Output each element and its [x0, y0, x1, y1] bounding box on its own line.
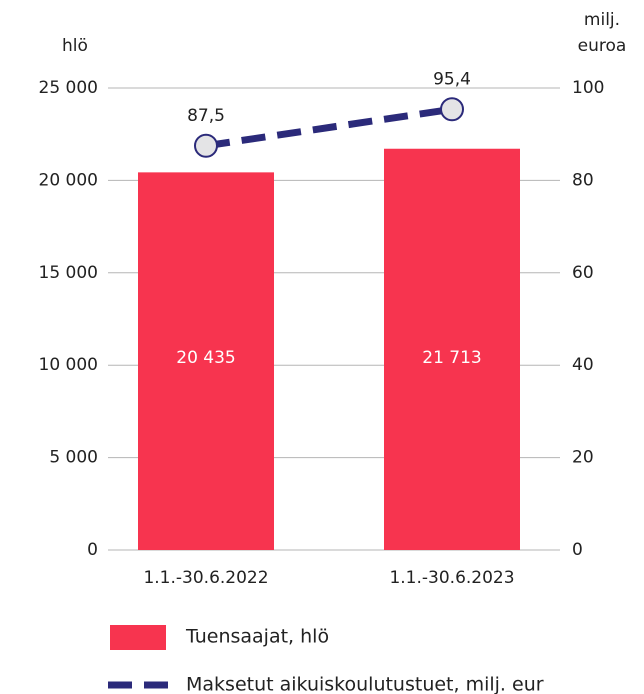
- y-tick-label: 0: [87, 540, 98, 560]
- x-tick-label: 1.1.-30.6.2023: [389, 568, 514, 588]
- line: [205, 105, 453, 150]
- y-tick-label: 15 000: [39, 263, 98, 283]
- y2-tick-label: 100: [572, 78, 604, 98]
- bar: [384, 148, 520, 550]
- data-label: 95,4: [433, 69, 471, 89]
- y2-axis-label: euroa: [578, 36, 627, 56]
- y2-tick-label: 60: [572, 263, 594, 283]
- y2-tick-label: 20: [572, 448, 594, 468]
- bar: [138, 172, 274, 550]
- data-label: 21 713: [422, 348, 481, 368]
- y-tick-label: 5 000: [49, 448, 98, 468]
- y-tick-label: 20 000: [39, 170, 98, 190]
- y2-tick-label: 0: [572, 540, 583, 560]
- y-tick-label: 10 000: [39, 355, 98, 375]
- legend-label: Tuensaajat, hlö: [185, 626, 329, 648]
- data-label: 87,5: [187, 106, 225, 126]
- y2-tick-label: 40: [572, 355, 594, 375]
- line-point: [440, 97, 464, 122]
- legend-label: Maksetut aikuiskoulutustuet, milj. eur: [186, 674, 544, 694]
- legend-swatch: [110, 625, 166, 650]
- y-axis-label: hlö: [62, 36, 88, 56]
- line-point: [194, 133, 218, 158]
- x-tick-label: 1.1.-30.6.2022: [143, 568, 268, 588]
- y2-tick-label: 80: [572, 170, 594, 190]
- y2-axis-label: milj.: [584, 10, 620, 30]
- data-label: 20 435: [176, 348, 235, 368]
- y-tick-label: 25 000: [39, 78, 98, 98]
